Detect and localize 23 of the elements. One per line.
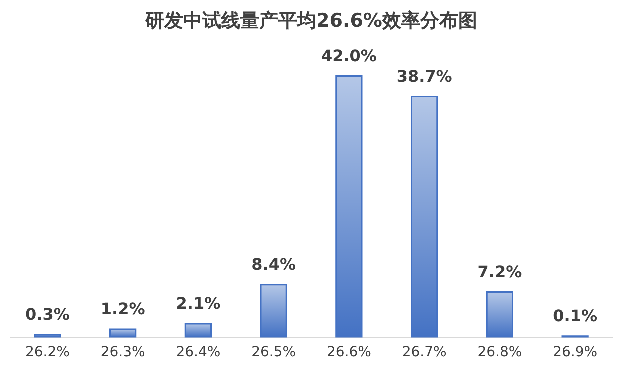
x-tick-label: 26.3% <box>100 344 146 360</box>
bar <box>260 284 288 338</box>
bar <box>486 292 514 338</box>
x-tick-label: 26.6% <box>326 344 372 360</box>
data-label: 42.0% <box>321 46 377 66</box>
bar <box>336 76 363 338</box>
x-tick-label: 26.2% <box>25 344 70 360</box>
data-label: 7.2% <box>478 262 522 282</box>
data-label: 38.7% <box>396 66 452 86</box>
x-tick-label: 26.4% <box>176 344 221 360</box>
data-label: 0.1% <box>553 306 598 326</box>
x-tick-label: 26.7% <box>402 344 447 360</box>
data-label: 0.3% <box>26 305 70 324</box>
data-label: 8.4% <box>252 254 296 274</box>
x-tick-label: 26.8% <box>478 344 522 360</box>
bar <box>411 96 438 338</box>
x-tick-label: 26.9% <box>553 344 598 360</box>
chart-title: 研发中试线量产平均26.6%效率分布图 <box>144 10 478 32</box>
x-tick-label: 26.5% <box>252 344 296 360</box>
bar <box>110 328 137 338</box>
data-label: 2.1% <box>176 294 221 313</box>
data-label: 1.2% <box>100 300 146 319</box>
bar <box>184 323 212 338</box>
